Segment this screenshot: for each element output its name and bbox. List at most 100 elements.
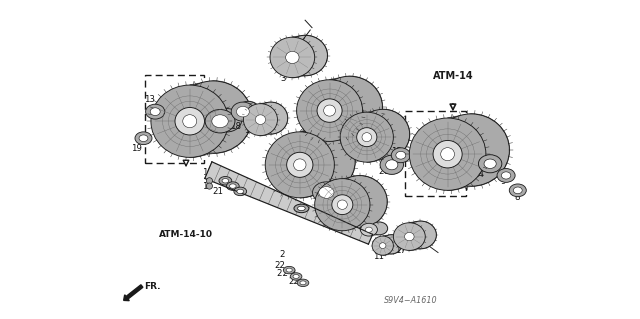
- Text: 22: 22: [288, 277, 299, 286]
- Ellipse shape: [360, 223, 378, 236]
- Text: 10: 10: [198, 111, 209, 120]
- Ellipse shape: [227, 182, 239, 190]
- Ellipse shape: [386, 160, 398, 170]
- Ellipse shape: [319, 181, 346, 202]
- Ellipse shape: [150, 108, 160, 115]
- Ellipse shape: [484, 159, 496, 168]
- Ellipse shape: [317, 99, 342, 122]
- Text: 3: 3: [280, 74, 285, 83]
- Ellipse shape: [404, 221, 436, 249]
- Text: 20: 20: [378, 167, 389, 176]
- Ellipse shape: [396, 152, 406, 159]
- Text: 1: 1: [202, 182, 207, 190]
- Ellipse shape: [243, 104, 278, 136]
- Text: 18: 18: [314, 212, 326, 221]
- Ellipse shape: [501, 172, 511, 179]
- Ellipse shape: [286, 268, 292, 272]
- Ellipse shape: [285, 51, 299, 63]
- Circle shape: [206, 183, 212, 189]
- Ellipse shape: [175, 81, 252, 153]
- Ellipse shape: [175, 108, 205, 135]
- Ellipse shape: [317, 76, 383, 138]
- Ellipse shape: [497, 168, 515, 182]
- Polygon shape: [312, 181, 346, 192]
- Text: 8: 8: [514, 193, 520, 202]
- Ellipse shape: [381, 235, 402, 254]
- Text: FR.: FR.: [145, 282, 161, 291]
- Ellipse shape: [380, 155, 403, 174]
- Ellipse shape: [513, 187, 522, 194]
- Ellipse shape: [205, 109, 235, 133]
- Text: 2: 2: [279, 250, 284, 259]
- Ellipse shape: [371, 222, 388, 235]
- Text: 16: 16: [244, 126, 255, 135]
- Ellipse shape: [332, 195, 353, 215]
- Ellipse shape: [286, 128, 355, 194]
- Ellipse shape: [509, 184, 526, 197]
- Polygon shape: [367, 109, 410, 162]
- Text: 4: 4: [356, 154, 361, 163]
- Polygon shape: [189, 81, 252, 157]
- Ellipse shape: [479, 155, 502, 173]
- Polygon shape: [205, 162, 372, 244]
- Ellipse shape: [253, 102, 287, 134]
- Text: 12: 12: [391, 147, 402, 156]
- Ellipse shape: [337, 200, 348, 209]
- Ellipse shape: [365, 227, 372, 232]
- Ellipse shape: [284, 266, 295, 274]
- Ellipse shape: [236, 107, 250, 117]
- Polygon shape: [383, 235, 402, 255]
- Ellipse shape: [255, 115, 266, 124]
- Text: ATM-14: ATM-14: [433, 71, 473, 81]
- Ellipse shape: [356, 128, 377, 147]
- Text: 13: 13: [145, 95, 156, 104]
- Ellipse shape: [146, 104, 164, 119]
- Polygon shape: [369, 222, 388, 236]
- Ellipse shape: [236, 101, 260, 121]
- Ellipse shape: [242, 106, 255, 116]
- Ellipse shape: [362, 133, 372, 142]
- Ellipse shape: [315, 179, 370, 231]
- Ellipse shape: [297, 279, 309, 286]
- Ellipse shape: [234, 187, 246, 196]
- Ellipse shape: [290, 273, 302, 280]
- Polygon shape: [330, 76, 382, 141]
- Ellipse shape: [212, 115, 228, 128]
- Polygon shape: [447, 114, 509, 190]
- Text: 7: 7: [327, 223, 332, 232]
- Text: 21: 21: [212, 187, 223, 196]
- Text: 19: 19: [131, 145, 142, 153]
- Ellipse shape: [293, 275, 299, 278]
- FancyArrow shape: [124, 285, 143, 301]
- Text: S9V4−A1610: S9V4−A1610: [383, 296, 437, 305]
- Ellipse shape: [324, 105, 335, 116]
- Ellipse shape: [372, 236, 394, 255]
- Ellipse shape: [404, 233, 414, 241]
- Ellipse shape: [324, 186, 340, 197]
- Text: 18: 18: [230, 122, 241, 131]
- Text: 17: 17: [396, 247, 406, 256]
- Ellipse shape: [222, 179, 228, 183]
- Ellipse shape: [441, 148, 454, 161]
- Ellipse shape: [287, 152, 313, 177]
- Ellipse shape: [312, 182, 340, 203]
- Ellipse shape: [230, 184, 236, 188]
- Text: ATM-14-10: ATM-14-10: [159, 230, 213, 239]
- Ellipse shape: [212, 108, 242, 132]
- Ellipse shape: [265, 132, 334, 198]
- Ellipse shape: [296, 80, 362, 141]
- Polygon shape: [342, 175, 387, 231]
- Ellipse shape: [183, 115, 196, 128]
- Text: 6: 6: [285, 191, 291, 200]
- Ellipse shape: [433, 140, 462, 168]
- Circle shape: [206, 178, 212, 184]
- Ellipse shape: [298, 206, 305, 211]
- Text: 22 2: 22 2: [277, 269, 296, 278]
- Ellipse shape: [139, 135, 148, 142]
- Ellipse shape: [135, 132, 152, 145]
- Text: 5: 5: [318, 127, 324, 136]
- Polygon shape: [260, 102, 287, 136]
- Ellipse shape: [380, 243, 386, 249]
- Text: 11: 11: [373, 252, 384, 261]
- Text: 1: 1: [202, 168, 207, 177]
